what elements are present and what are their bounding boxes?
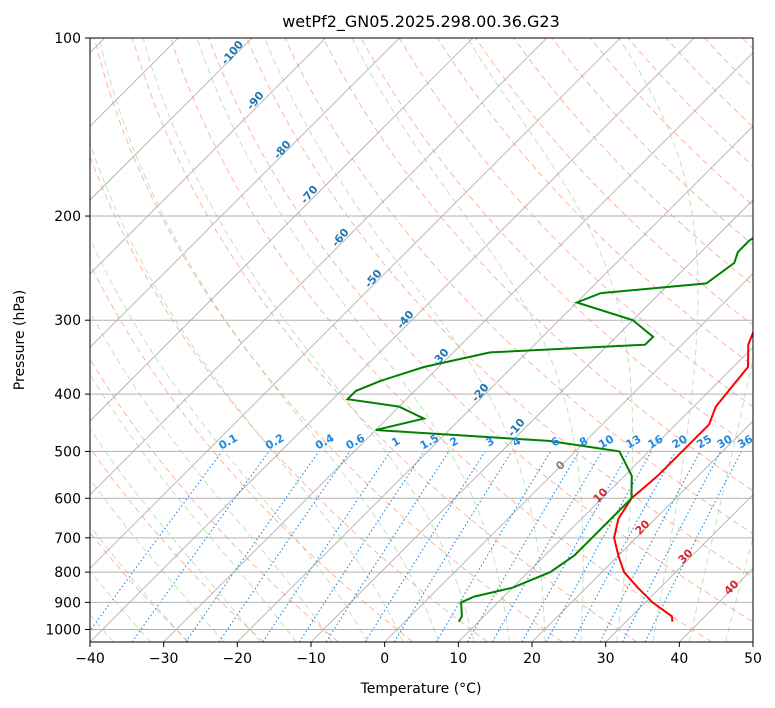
dry-adiabat-line — [246, 38, 753, 578]
profile-series — [345, 237, 753, 623]
mixing-ratio-line — [90, 451, 223, 632]
isotherm-line — [90, 38, 547, 496]
dry-adiabat-line — [208, 38, 753, 623]
dry-adiabat-line — [322, 38, 753, 492]
dry-adiabat-line — [93, 38, 563, 642]
chart-title: wetPf2_GN05.2025.298.00.36.G23 — [282, 12, 560, 32]
moist-adiabat-line — [90, 141, 404, 642]
dry-adiabat-line — [513, 38, 753, 286]
y-tick-label: 600 — [54, 491, 81, 507]
isotherm-line — [90, 38, 400, 348]
mixing-ratio-line — [644, 451, 742, 642]
mixing-ratio-line — [298, 451, 425, 642]
moist-adiabat-line — [196, 38, 510, 642]
y-axis: 100 200 300 400 500 600 700 800 900 1000 — [45, 31, 90, 638]
x-axis-label: Temperature (°C) — [360, 681, 482, 697]
isotherm-line — [90, 38, 326, 275]
moist-adiabat-line — [618, 38, 699, 642]
isotherm-line — [237, 125, 753, 642]
moist-adiabat-line — [688, 356, 753, 642]
y-tick-label: 800 — [54, 565, 81, 581]
moist-adiabat-line — [90, 373, 297, 642]
mixing-ratio-line — [131, 451, 270, 642]
y-axis-label: Pressure (hPa) — [12, 290, 28, 390]
isotherm-line — [384, 273, 753, 642]
x-tick-label: 30 — [597, 651, 615, 667]
moist-adiabat-line — [351, 38, 584, 642]
x-tick-label: −30 — [149, 651, 179, 667]
mixing-ratio-line — [393, 451, 513, 642]
isotherm-line — [90, 38, 621, 569]
dry-adiabat-line — [90, 263, 414, 642]
dry-adiabat-line — [131, 38, 638, 642]
moist-adiabat-line — [90, 428, 261, 642]
moist-adiabat-line — [90, 525, 188, 642]
moist-adiabat-line — [90, 237, 369, 642]
isotherm-line — [163, 52, 753, 642]
dry-adiabat-line — [284, 38, 753, 535]
mixing-ratio-line — [325, 451, 450, 642]
dewpoint-profile — [345, 237, 753, 623]
isotherm-line — [90, 38, 695, 642]
y-tick-label: 900 — [54, 595, 81, 611]
y-tick-label: 700 — [54, 531, 81, 547]
x-tick-label: 50 — [744, 651, 762, 667]
background-lines — [90, 38, 753, 642]
mixing-ratio-line — [262, 451, 391, 642]
x-tick-label: 10 — [449, 651, 467, 667]
isotherm-line — [605, 494, 753, 642]
dry-adiabat-line — [170, 38, 712, 642]
y-tick-label: 300 — [54, 313, 81, 329]
x-tick-label: −10 — [296, 651, 326, 667]
moist-adiabat-line — [90, 311, 333, 642]
mixing-ratio-line — [572, 451, 676, 642]
temperature-profile — [613, 330, 753, 622]
y-tick-label: 500 — [54, 444, 81, 460]
pressure-gridlines — [90, 38, 753, 630]
y-tick-label: 1000 — [45, 622, 81, 638]
dry-adiabat-line — [90, 358, 339, 642]
moist-adiabat-line — [90, 478, 225, 642]
x-tick-label: −20 — [223, 651, 253, 667]
y-tick-label: 400 — [54, 387, 81, 403]
dry-adiabat-line — [475, 38, 753, 326]
isotherm-line — [458, 346, 753, 642]
mixing-ratio-line — [218, 451, 351, 642]
x-tick-label: 40 — [670, 651, 688, 667]
isotherm-line — [531, 420, 753, 642]
x-tick-label: −40 — [75, 651, 105, 667]
y-tick-label: 100 — [54, 31, 81, 47]
moist-adiabat-line — [264, 38, 546, 642]
mixing-ratio-line — [185, 451, 320, 642]
moist-adiabat-line — [98, 38, 439, 642]
moist-adiabat-line — [90, 570, 151, 642]
y-tick-label: 200 — [54, 209, 81, 225]
plot-frame — [89, 37, 754, 643]
mixing-ratio-line — [521, 451, 630, 642]
x-axis: −40 −30 −20 −10 0 10 20 30 40 50 — [75, 642, 762, 667]
moist-adiabat-line — [142, 38, 475, 642]
isotherm-line — [90, 38, 253, 201]
mixing-ratio-line — [545, 451, 652, 642]
moist-adiabat-line — [725, 536, 753, 642]
dry-adiabat-line — [90, 446, 264, 642]
x-tick-label: 20 — [523, 651, 541, 667]
x-tick-label: 0 — [380, 651, 389, 667]
mixing-ratio-line — [621, 451, 722, 642]
isotherm-line — [90, 38, 474, 422]
